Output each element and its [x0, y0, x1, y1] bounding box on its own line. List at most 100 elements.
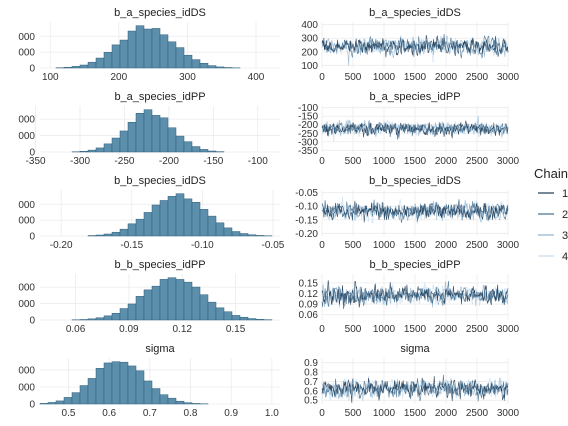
histogram-bar [207, 150, 217, 153]
trace-line-chain-1 [321, 35, 509, 58]
histogram-bar [143, 109, 153, 153]
trace-line-chain-1 [321, 199, 509, 223]
x-tick-label: 2000 [435, 156, 458, 167]
panel-title: b_b_species_idDS [114, 175, 206, 187]
histogram-bar [111, 231, 121, 237]
trace-line-chain-2 [321, 280, 509, 308]
trace-lines [321, 115, 509, 142]
x-tick-label: 300 [179, 72, 196, 83]
x-tick-label: -350 [26, 156, 46, 167]
x-tick-label: 3000 [497, 324, 520, 335]
y-tick-label: -100 [298, 103, 318, 114]
y-tick-label: 200 [301, 47, 318, 58]
histogram-bar [79, 64, 89, 69]
y-tick-label: -0.10 [295, 202, 318, 213]
x-tick-label: 2000 [435, 240, 458, 251]
y-tick-label: 0 [29, 64, 35, 75]
trace-line-chain-4 [321, 37, 509, 63]
histogram-bar [231, 231, 241, 237]
histogram-bar [95, 57, 105, 69]
histogram-bar [151, 115, 161, 153]
histogram-bar [119, 361, 129, 405]
trace-line-chain-1 [321, 120, 509, 139]
panel-title: b_a_species_idPP [369, 91, 460, 103]
x-tick-label: 2500 [466, 240, 489, 251]
histogram-bar [207, 215, 217, 237]
legend-item-2: 2 [538, 209, 568, 221]
x-tick-label: 2000 [435, 408, 458, 419]
histogram-bar [175, 193, 185, 237]
trace-lines [321, 280, 509, 310]
x-tick-label: 2500 [466, 408, 489, 419]
legend-item-1: 1 [538, 188, 568, 200]
histogram-bar [159, 279, 169, 321]
histogram-bar [119, 308, 129, 321]
trace-line-chain-2 [321, 199, 509, 224]
y-tick-label: 0.9 [304, 358, 318, 369]
histogram-bar [103, 362, 113, 405]
x-tick-label: -0.20 [50, 240, 73, 251]
histogram-bars [87, 193, 273, 237]
y-tick-label: -0.15 [295, 215, 318, 226]
y-tick-label: -250 [298, 129, 318, 140]
histogram-bar [71, 66, 81, 69]
histogram-bar [159, 34, 169, 69]
histogram-bar [103, 52, 113, 69]
histogram-bar [103, 143, 113, 153]
legend-label-2: 2 [562, 209, 568, 221]
histogram-bar [135, 370, 145, 405]
legend-title: Chain [534, 166, 568, 181]
histogram-bar [127, 365, 137, 405]
histogram-bars [71, 277, 273, 321]
x-tick-label: 3000 [497, 156, 520, 167]
histogram-bar [167, 397, 177, 405]
x-tick-label: 1000 [373, 324, 396, 335]
histogram-bar [199, 294, 209, 321]
y-tick-label: 0 [29, 232, 35, 243]
histogram-panel-2: b_a_species_idPP -350 -300 -250 -200 -150 -100… [18, 91, 280, 167]
histogram-bars [55, 25, 241, 69]
x-tick-label: 0.06 [66, 324, 86, 335]
x-tick-label: 2500 [466, 156, 489, 167]
histogram-bar [151, 388, 161, 405]
x-tick-label: 1.0 [265, 408, 279, 419]
trace-line-chain-2 [321, 374, 509, 402]
histogram-bar [247, 318, 257, 321]
histogram-bar [191, 59, 201, 69]
trace-lines [321, 374, 509, 403]
y-tick-label: 000 [18, 382, 35, 393]
histogram-bar [191, 403, 201, 405]
histogram-bar [191, 146, 201, 153]
histogram-bar [119, 39, 129, 69]
y-tick-label: 000 [18, 283, 35, 294]
histogram-bar [167, 277, 177, 321]
y-tick-label: 000 [18, 200, 35, 211]
histogram-bar [167, 196, 177, 237]
histogram-bar [159, 200, 169, 237]
x-tick-label: 2500 [466, 324, 489, 335]
histogram-bar [87, 318, 97, 321]
x-tick-label: 0.15 [226, 324, 246, 335]
x-tick-label: 1500 [404, 408, 427, 419]
panel-title: b_b_species_idDS [369, 175, 461, 187]
histogram-bar [143, 289, 153, 321]
histogram-bar [39, 403, 49, 405]
x-tick-label: -0.05 [262, 240, 285, 251]
panel-title: b_b_species_idPP [114, 259, 205, 271]
histogram-bar [63, 67, 73, 69]
y-tick-label: -0.05 [295, 188, 318, 199]
trace-line-chain-2 [321, 120, 509, 140]
histogram-bars [39, 361, 209, 405]
histogram-bar [95, 368, 105, 405]
gridlines [321, 358, 509, 404]
histogram-bar [143, 28, 153, 69]
x-tick-label: 1500 [404, 156, 427, 167]
histogram-bar [111, 361, 121, 405]
histogram-bar [167, 127, 177, 153]
legend-item-4: 4 [538, 251, 568, 263]
y-tick-label: 0.06 [299, 310, 319, 321]
trace-line-chain-4 [321, 375, 509, 402]
histogram-bar [151, 28, 161, 69]
